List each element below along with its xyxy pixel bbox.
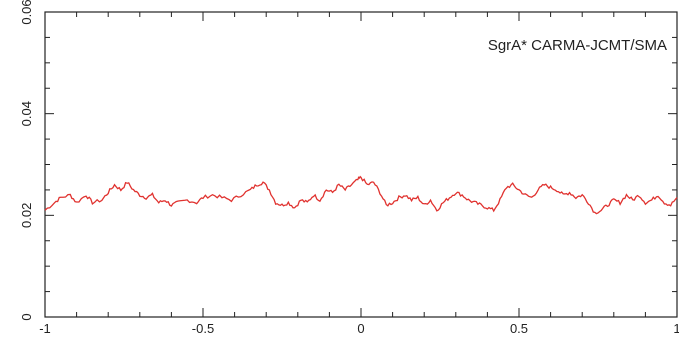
x-tick-label: -1 <box>39 321 51 336</box>
y-tick-label: 0 <box>19 313 34 320</box>
ticks-layer <box>44 11 678 318</box>
series-line <box>44 175 678 215</box>
plot-frame <box>44 11 678 318</box>
x-tick-label: 1 <box>673 321 679 336</box>
x-tick-label: -0.5 <box>192 321 214 336</box>
y-tick-label: 0.04 <box>19 101 34 126</box>
x-tick-label: 0 <box>357 321 364 336</box>
y-tick-label: 0.06 <box>19 0 34 25</box>
y-tick-label: 0.02 <box>19 203 34 228</box>
chart-annotation: SgrA* CARMA-JCMT/SMA <box>488 37 667 54</box>
tick-labels-layer: -1 -0.5 0 0.5 1 0 0.02 0.04 0.06 <box>19 0 679 336</box>
x-tick-label: 0.5 <box>510 321 528 336</box>
